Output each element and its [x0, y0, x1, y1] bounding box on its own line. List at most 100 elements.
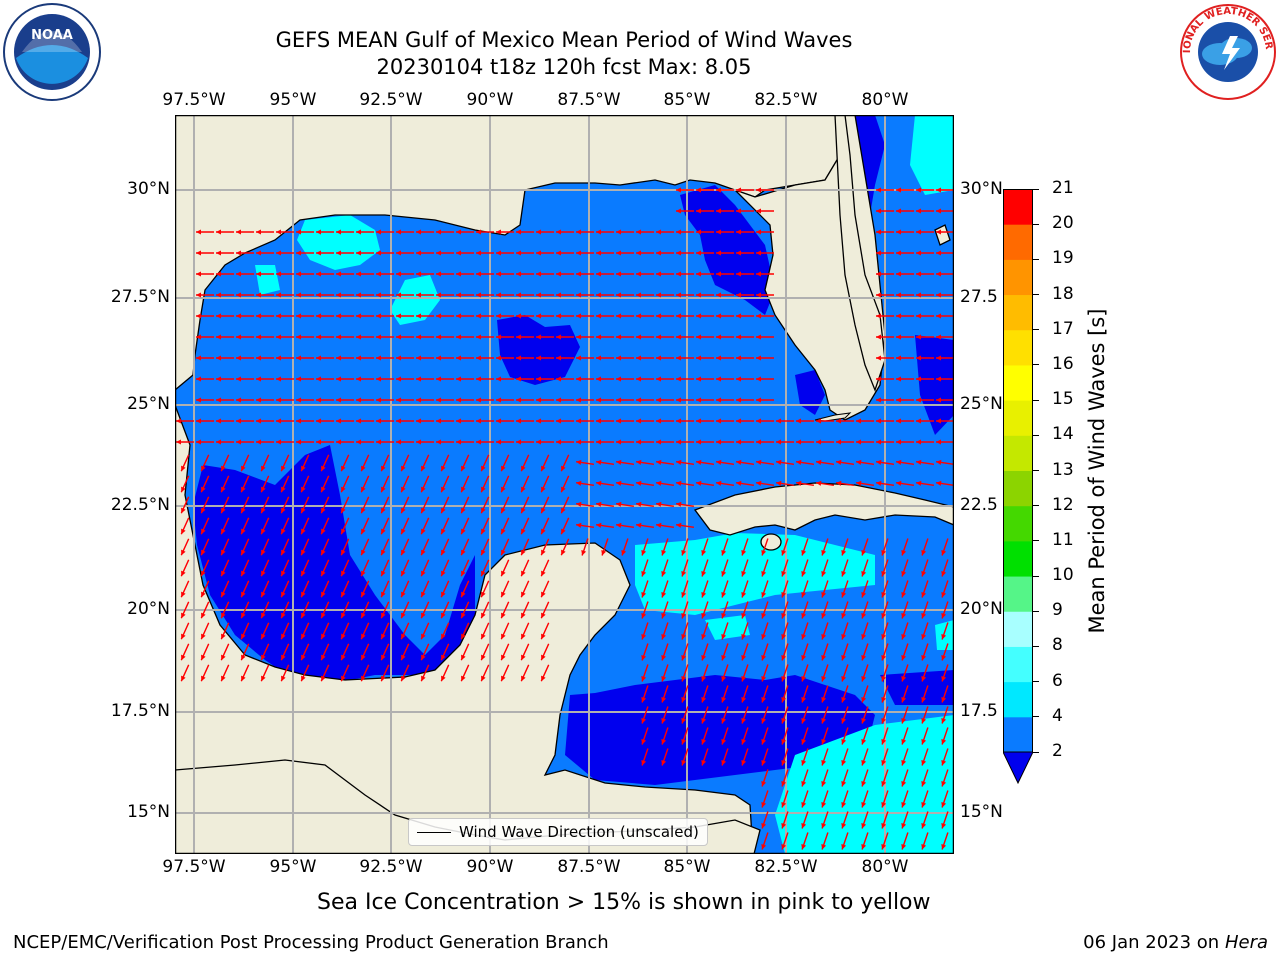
colorbar-tick-mark — [1033, 681, 1039, 683]
direction-arrowhead — [676, 397, 681, 403]
direction-arrowhead — [821, 655, 827, 661]
direction-arrowhead — [576, 418, 581, 424]
colorbar-tick-label: 9 — [1052, 600, 1063, 621]
direction-arrowhead — [501, 465, 506, 472]
direction-arrowhead — [281, 465, 286, 472]
direction-arrowhead — [496, 439, 501, 445]
lon-label-bottom: 87.5°W — [557, 857, 621, 877]
direction-arrowhead — [636, 418, 641, 424]
direction-arrowhead — [456, 334, 461, 340]
direction-arrowhead — [676, 229, 681, 235]
direction-arrowhead — [701, 697, 707, 703]
direction-arrowhead — [541, 675, 546, 682]
direction-arrowhead — [661, 550, 667, 556]
direction-arrowhead — [336, 334, 341, 340]
direction-arrowhead — [181, 633, 186, 640]
direction-arrowhead — [281, 633, 286, 640]
colorbar-segment — [1003, 470, 1033, 507]
direction-arrowhead — [256, 334, 261, 340]
direction-arrowhead — [636, 313, 641, 319]
wave-period-map — [174, 114, 955, 855]
direction-arrowhead — [876, 313, 881, 319]
direction-arrowhead — [436, 439, 441, 445]
direction-arrowhead — [796, 439, 801, 445]
direction-arrowhead — [301, 465, 306, 472]
direction-arrowhead — [321, 570, 326, 577]
direction-arrowhead — [341, 633, 346, 640]
direction-arrowhead — [496, 355, 501, 361]
direction-arrowhead — [876, 397, 881, 403]
direction-arrowhead — [401, 570, 406, 577]
nws-logo: NATIONAL WEATHER SERVICE — [1174, 0, 1278, 102]
colorbar-tick-label: 12 — [1052, 494, 1074, 515]
direction-arrowhead — [841, 550, 847, 556]
lon-label-top: 95°W — [269, 90, 317, 110]
direction-arrowhead — [756, 334, 761, 340]
direction-arrowhead — [716, 439, 721, 445]
direction-arrowhead — [541, 654, 546, 661]
direction-arrowhead — [241, 570, 246, 577]
direction-arrowhead — [501, 549, 506, 556]
direction-arrowhead — [456, 397, 461, 403]
colorbar-tick-label: 16 — [1052, 353, 1074, 374]
direction-arrowhead — [356, 334, 361, 340]
colorbar-tick-mark — [1033, 716, 1039, 718]
direction-arrowhead — [476, 418, 481, 424]
direction-arrowhead — [736, 292, 741, 298]
direction-arrowhead — [661, 760, 667, 766]
direction-arrowhead — [656, 501, 662, 507]
direction-arrowhead — [476, 292, 481, 298]
colorbar-segment — [1003, 259, 1033, 296]
direction-arrowhead — [501, 591, 506, 598]
direction-arrowhead — [481, 675, 486, 682]
direction-arrowhead — [921, 718, 927, 724]
direction-arrowhead — [341, 591, 346, 598]
direction-arrowhead — [196, 271, 201, 277]
direction-arrowhead — [936, 250, 941, 256]
direction-arrowhead — [641, 676, 647, 682]
direction-arrowhead — [596, 459, 602, 465]
direction-arrowhead — [736, 480, 742, 486]
direction-arrowhead — [441, 591, 446, 598]
direction-arrowhead — [276, 334, 281, 340]
direction-arrowhead — [396, 418, 401, 424]
direction-arrowhead — [261, 486, 266, 493]
direction-arrowhead — [241, 633, 246, 640]
direction-arrowhead — [361, 507, 366, 514]
direction-arrowhead — [516, 397, 521, 403]
direction-arrowhead — [421, 486, 426, 493]
map-legend: Wind Wave Direction (unscaled) — [408, 818, 708, 846]
direction-arrowhead — [736, 250, 741, 256]
direction-arrowhead — [241, 507, 246, 514]
direction-arrowhead — [696, 355, 701, 361]
direction-arrowhead — [541, 465, 546, 472]
direction-arrowhead — [616, 522, 622, 528]
direction-arrowhead — [416, 271, 421, 277]
direction-arrowhead — [416, 250, 421, 256]
direction-arrowhead — [516, 229, 521, 235]
direction-arrowhead — [901, 781, 907, 787]
direction-arrowhead — [821, 550, 827, 556]
direction-arrowhead — [821, 739, 827, 745]
direction-arrowhead — [196, 250, 201, 256]
direction-arrowhead — [756, 459, 762, 465]
direction-arrowhead — [941, 844, 947, 850]
direction-arrowhead — [941, 760, 947, 766]
direction-arrowhead — [301, 570, 306, 577]
direction-arrowhead — [201, 654, 206, 661]
direction-arrowhead — [221, 591, 226, 598]
colorbar-segment — [1003, 716, 1033, 753]
direction-arrowhead — [181, 570, 186, 577]
direction-arrowhead — [456, 229, 461, 235]
direction-arrowhead — [436, 271, 441, 277]
direction-arrowhead — [696, 208, 701, 214]
direction-arrowhead — [496, 229, 501, 235]
direction-arrowhead — [261, 675, 266, 682]
direction-arrowhead — [656, 334, 661, 340]
direction-arrowhead — [676, 250, 681, 256]
direction-arrowhead — [496, 334, 501, 340]
lon-label-top: 92.5°W — [359, 90, 423, 110]
direction-arrowhead — [401, 654, 406, 661]
direction-arrowhead — [756, 480, 762, 486]
direction-arrowhead — [641, 613, 647, 619]
